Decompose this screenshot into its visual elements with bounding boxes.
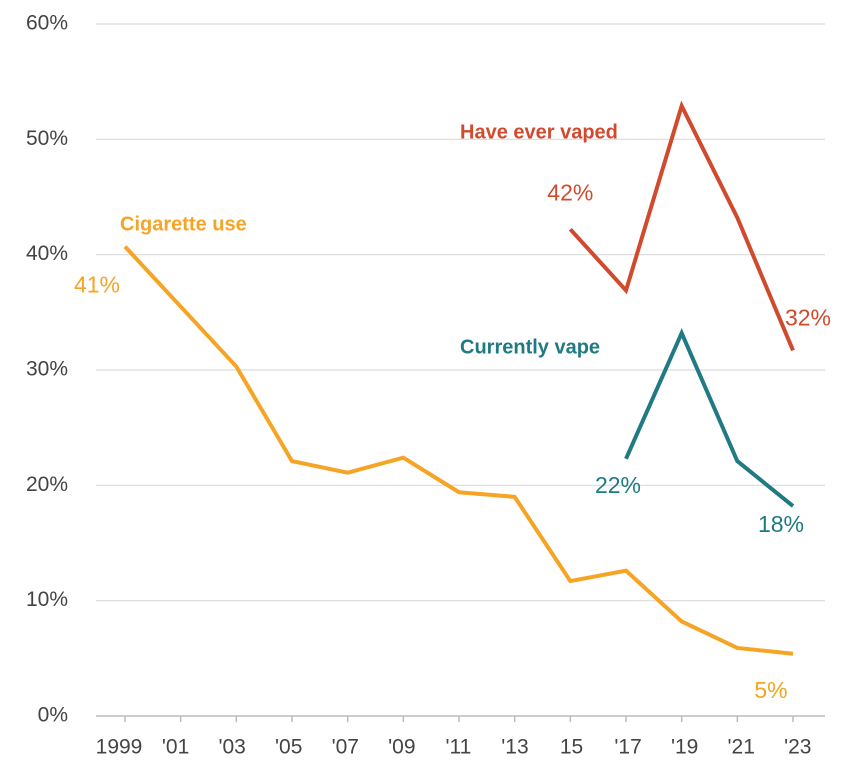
y-tick-label: 60% [26, 12, 68, 35]
x-tick-label: '21 [728, 736, 755, 759]
x-tick-label: '19 [671, 736, 698, 759]
x-tick-label: '07 [332, 736, 359, 759]
series-label: Currently vape [460, 336, 600, 358]
y-tick-label: 0% [38, 704, 68, 727]
x-tick-label: '11 [445, 736, 471, 759]
series-line [123, 245, 794, 656]
x-tick-label: '09 [388, 736, 415, 759]
x-tick-label: '17 [614, 736, 641, 759]
x-tick-label: 15 [560, 736, 583, 759]
x-tick-label: '23 [784, 736, 811, 759]
y-tick-label: 50% [26, 127, 68, 150]
series-label: Have ever vaped [460, 121, 618, 143]
value-label: 5% [754, 677, 787, 703]
x-tick-label: '05 [275, 736, 302, 759]
series-label: Cigarette use [120, 213, 247, 235]
y-tick-label: 20% [26, 473, 68, 496]
x-tick-label: '01 [162, 736, 189, 759]
x-tick-label: 1999 [96, 736, 143, 759]
series-line [624, 328, 795, 508]
x-tick-label: '03 [218, 736, 245, 759]
y-tick-label: 30% [26, 358, 68, 381]
value-label: 32% [785, 304, 831, 330]
value-label: 41% [74, 272, 120, 298]
x-tick-label: '13 [501, 736, 528, 759]
y-tick-label: 10% [26, 588, 68, 611]
y-tick-label: 40% [26, 242, 68, 265]
value-label: 42% [547, 179, 593, 205]
value-label: 18% [758, 511, 804, 537]
series-line [568, 100, 795, 352]
value-label: 22% [595, 472, 641, 498]
